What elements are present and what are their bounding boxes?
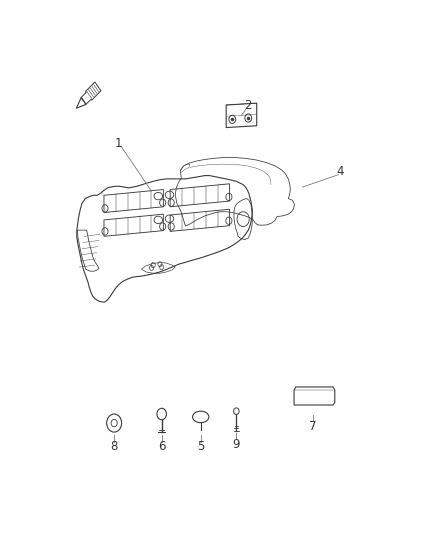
Text: 6: 6 — [158, 440, 166, 454]
Text: 9: 9 — [233, 438, 240, 451]
Text: 1: 1 — [115, 137, 122, 150]
Text: 8: 8 — [110, 440, 118, 454]
Text: 4: 4 — [336, 165, 344, 179]
Text: 7: 7 — [309, 420, 317, 433]
Text: 5: 5 — [197, 440, 205, 454]
Text: 2: 2 — [244, 99, 251, 112]
